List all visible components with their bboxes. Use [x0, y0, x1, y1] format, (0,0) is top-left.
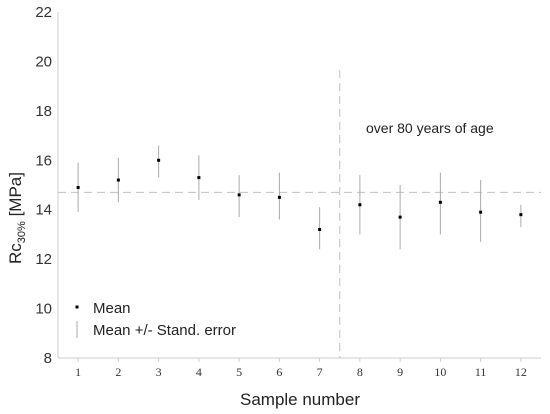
x-tick-label: 8 — [357, 365, 363, 379]
legend: Mean Mean +/- Stand. error — [75, 300, 236, 339]
x-tick-label: 3 — [156, 365, 162, 379]
x-tick-label: 1 — [75, 365, 81, 379]
legend-entry-error: Mean +/- Stand. error — [93, 322, 236, 339]
y-axis-label-unit: [MPa] — [6, 172, 25, 221]
mean-point — [519, 213, 523, 217]
x-tick-label: 11 — [475, 365, 487, 379]
x-tick-label: 10 — [434, 365, 446, 379]
y-tick-label: 8 — [44, 350, 52, 367]
x-tick-label: 6 — [276, 365, 282, 379]
mean-point — [157, 158, 161, 162]
y-tick-label: 12 — [35, 251, 52, 268]
x-tick-label: 12 — [515, 365, 527, 379]
y-tick-labels: 8 10 12 14 16 18 20 22 — [35, 4, 52, 367]
y-tick-label: 18 — [35, 103, 52, 120]
mean-point — [318, 227, 322, 231]
y-axis-label-subscript: 30% — [16, 221, 28, 243]
x-tick-label: 5 — [236, 365, 242, 379]
y-tick-label: 14 — [35, 202, 52, 219]
x-tick-label: 2 — [115, 365, 121, 379]
mean-point — [358, 203, 362, 207]
mean-point — [116, 178, 120, 182]
y-axis-label-main: Rc — [6, 243, 25, 264]
y-tick-label: 20 — [35, 53, 52, 70]
x-tick-label: 4 — [196, 365, 202, 379]
y-tick-label: 10 — [35, 301, 52, 318]
mean-point — [237, 193, 241, 197]
x-tick-label: 7 — [317, 365, 323, 379]
x-axis-label: Sample number — [240, 390, 360, 409]
legend-mean-marker — [75, 305, 79, 309]
mean-point — [197, 176, 201, 180]
x-tick-labels: 1 2 3 4 5 6 7 8 9 10 11 12 — [75, 358, 527, 379]
legend-entry-mean: Mean — [93, 300, 131, 317]
mean-point — [438, 200, 442, 204]
reference-lines — [58, 70, 541, 358]
mean-point — [277, 195, 281, 199]
mean-point — [479, 210, 483, 214]
y-axis-label: Rc30% [MPa] — [6, 172, 28, 264]
annotation-text: over 80 years of age — [366, 120, 494, 136]
x-tick-label: 9 — [397, 365, 403, 379]
mean-point — [76, 185, 80, 189]
data-marks — [76, 145, 523, 250]
y-tick-label: 16 — [35, 152, 52, 169]
y-tick-label: 22 — [35, 4, 52, 21]
mean-point — [398, 215, 402, 219]
